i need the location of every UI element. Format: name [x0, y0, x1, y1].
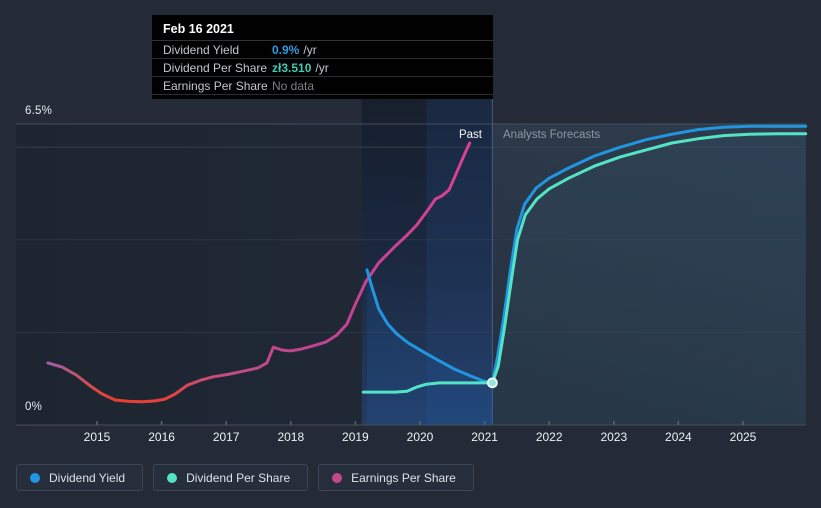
- y-axis-top-label: 6.5%: [25, 105, 53, 117]
- dividend-per-share-line[interactable]: [361, 132, 808, 394]
- legend-label: Dividend Per Share: [186, 470, 291, 485]
- x-axis-label-2025: 2025: [729, 430, 757, 444]
- selected-point[interactable]: [486, 377, 498, 389]
- x-axis-label-2019: 2019: [342, 430, 369, 444]
- dividend-yield-line[interactable]: [365, 124, 808, 385]
- tooltip-label: Dividend Yield: [163, 42, 240, 57]
- x-axis-label-2023: 2023: [600, 430, 628, 444]
- x-axis-label-2021: 2021: [471, 430, 498, 444]
- legend-label: Dividend Yield: [49, 470, 126, 485]
- legend-item-dividend-yield[interactable]: Dividend Yield: [16, 464, 144, 491]
- tooltip-label: Dividend Per Share: [163, 60, 268, 75]
- x-axis-label-2022: 2022: [535, 430, 563, 444]
- legend: Dividend Yield Dividend Per Share Earnings…: [16, 464, 474, 491]
- legend-dot-icon: [167, 472, 178, 483]
- tooltip-suffix: /yr: [315, 60, 329, 75]
- tooltip: Feb 16 2021 Dividend Yield 0.9% /yr Divi…: [152, 15, 493, 99]
- tooltip-row-dividend-yield: Dividend Yield 0.9% /yr: [152, 41, 493, 59]
- area-fills: [367, 133, 806, 425]
- x-axis-label-2024: 2024: [665, 430, 692, 444]
- tooltip-label: Earnings Per Share: [163, 78, 268, 93]
- x-axis-label-2020: 2020: [406, 430, 434, 444]
- x-axis: [16, 421, 806, 426]
- tooltip-suffix: /yr: [303, 42, 317, 57]
- tooltip-date: Feb 16 2021: [152, 17, 493, 41]
- y-axis-zero-label: 0%: [25, 401, 43, 413]
- selected-point-marker[interactable]: [486, 377, 498, 389]
- tooltip-value: No data: [272, 78, 315, 93]
- tooltip-row-dividend-per-share: Dividend Per Share zł3.510 /yr: [152, 59, 493, 77]
- series-lines[interactable]: [46, 124, 808, 404]
- gridlines: [16, 123, 806, 333]
- legend-dot-icon: [332, 472, 343, 483]
- eps-line[interactable]: [46, 141, 472, 404]
- legend-dot-icon: [30, 472, 40, 483]
- legend-item-dividend-per-share[interactable]: Dividend Per Share: [153, 464, 309, 491]
- tooltip-row-earnings-per-share: Earnings Per Share No data: [152, 77, 493, 95]
- tooltip-value: zł3.510: [272, 60, 312, 75]
- x-axis-label-2017: 2017: [212, 430, 240, 444]
- plot-background: [16, 98, 806, 425]
- x-axis-label-2016: 2016: [148, 430, 175, 444]
- x-axis-label-2018: 2018: [277, 430, 305, 444]
- past-label: Past: [458, 129, 482, 141]
- analysts-forecasts-label: Analysts Forecasts: [503, 129, 601, 141]
- tooltip-value: 0.9%: [272, 42, 300, 57]
- legend-item-earnings-per-share[interactable]: Earnings Per Share: [318, 464, 474, 491]
- legend-label: Earnings Per Share: [351, 470, 456, 485]
- x-axis-label-2015: 2015: [83, 430, 111, 444]
